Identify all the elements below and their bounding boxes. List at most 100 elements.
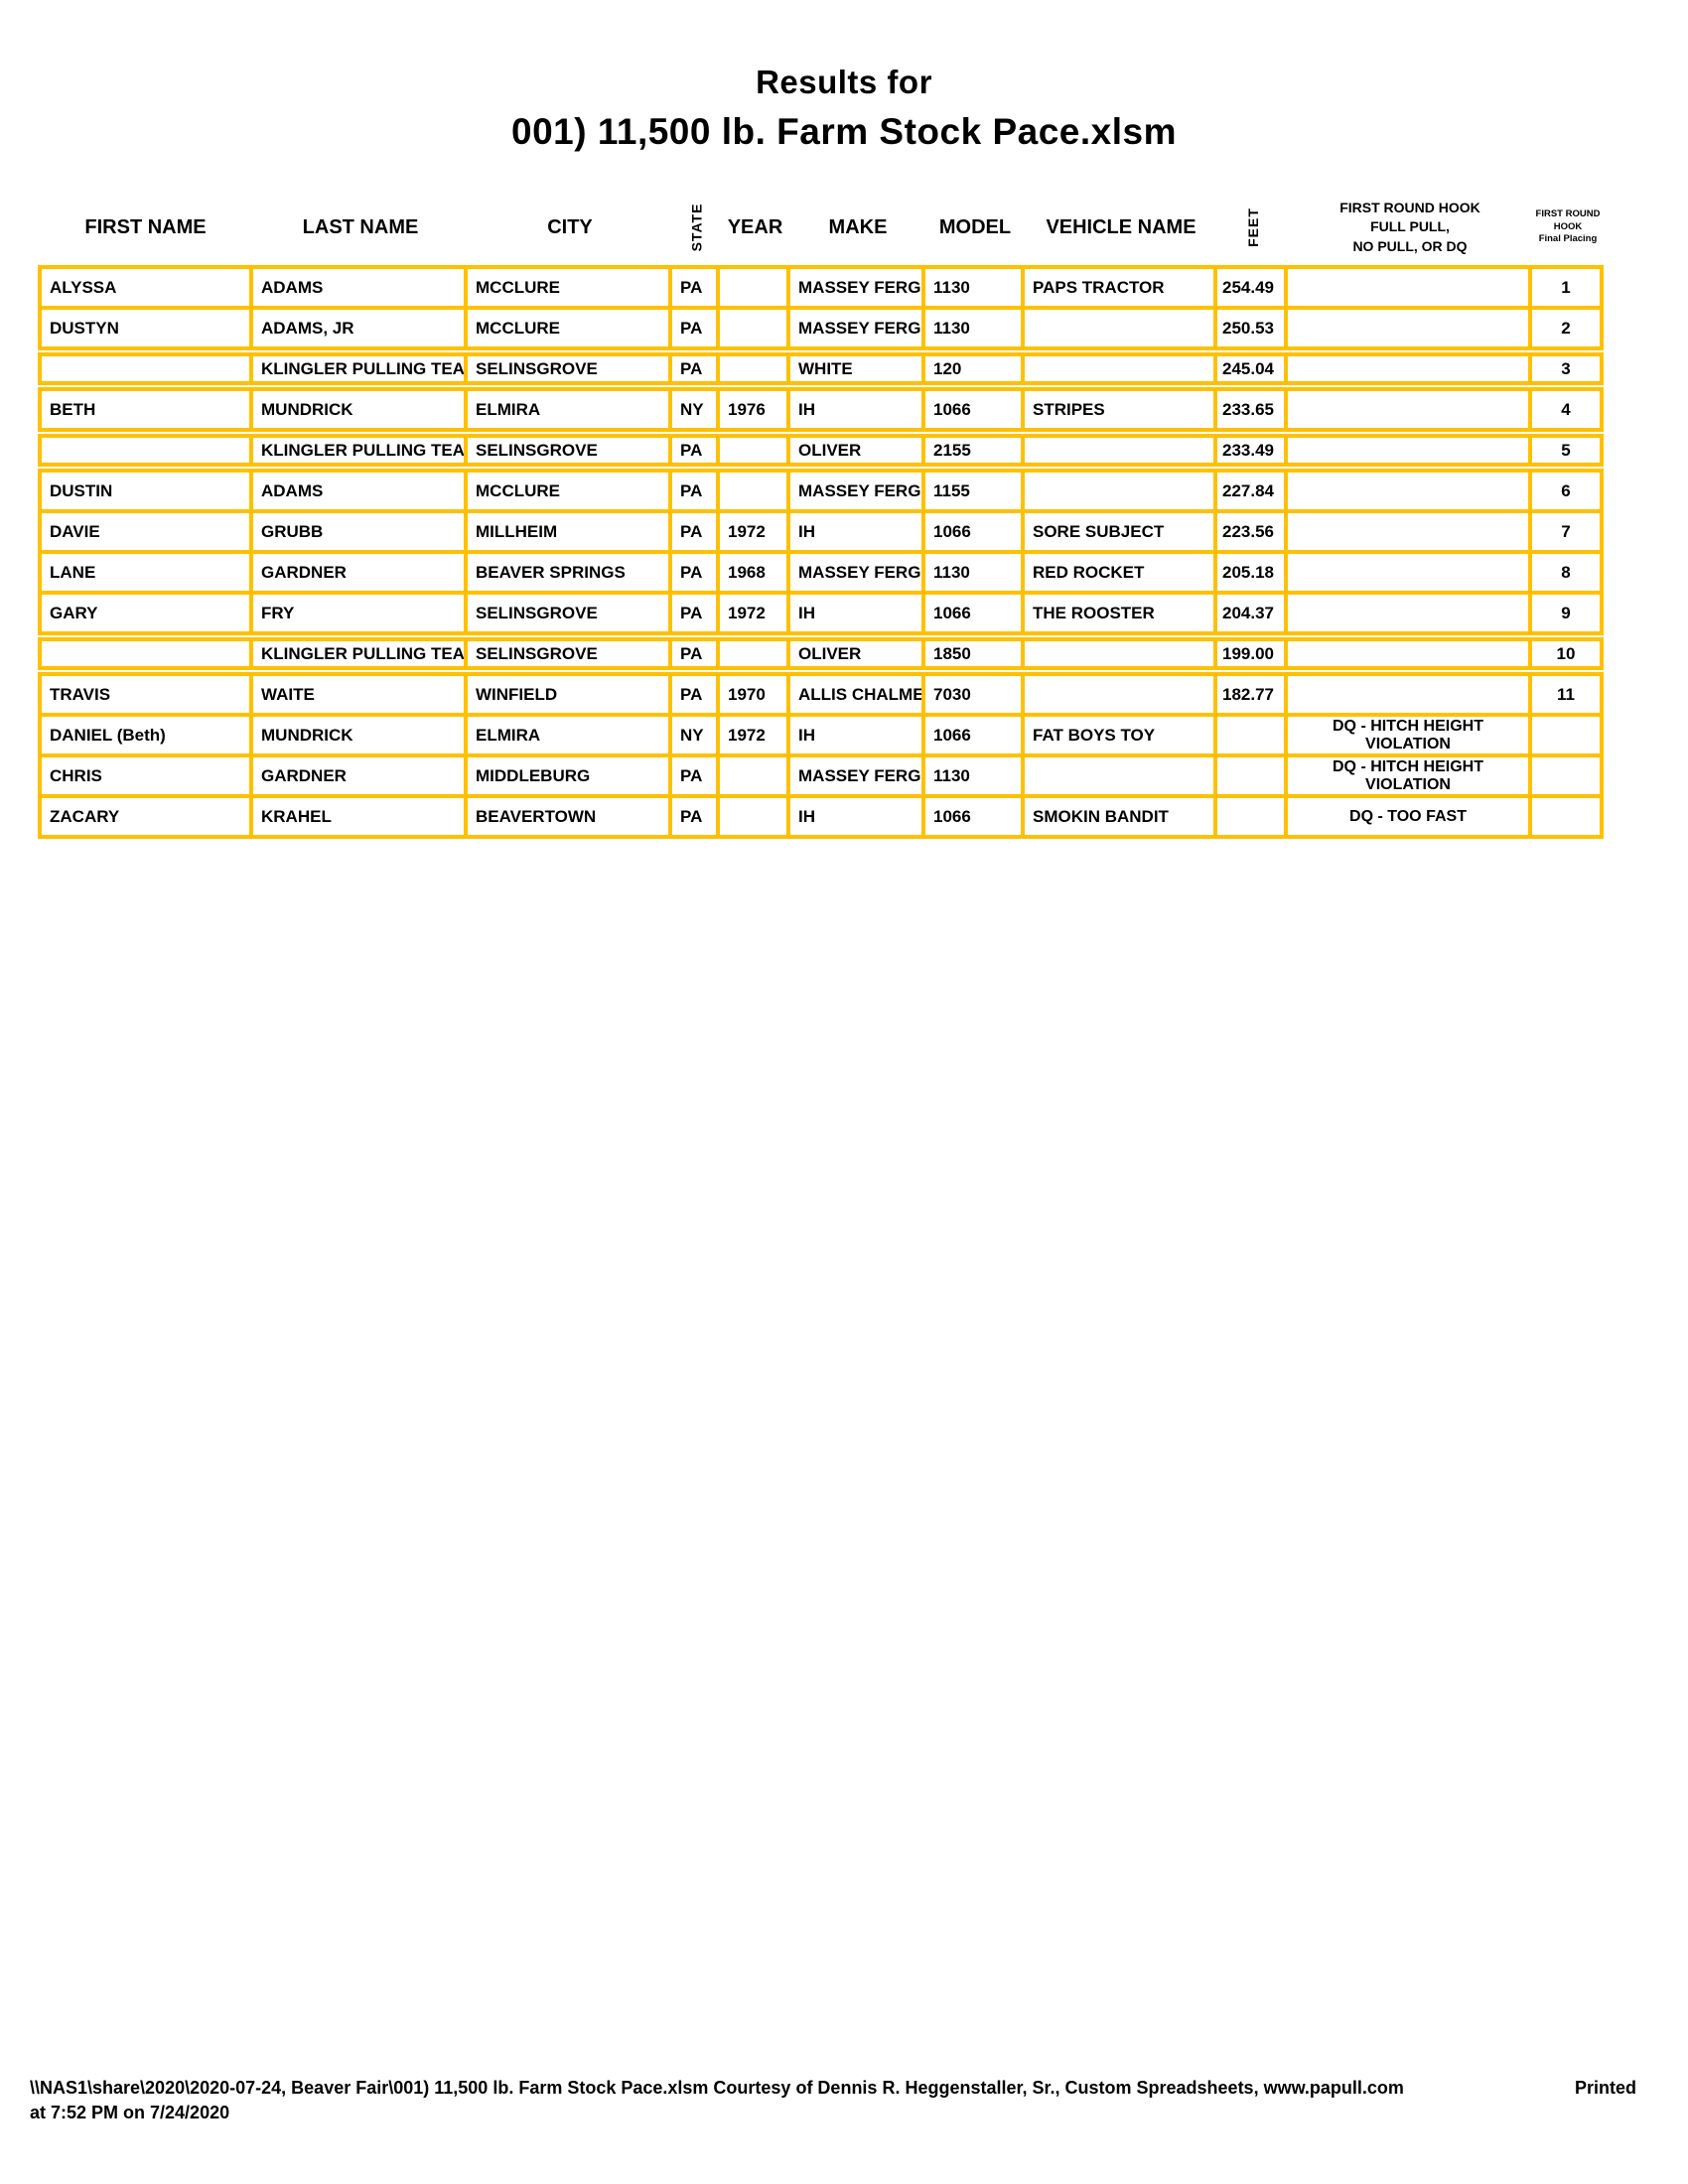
cell-make: MASSEY FERGUS: [790, 473, 925, 509]
cell-model: 1130: [925, 269, 1025, 306]
cell-last-name: ADAMS: [253, 473, 468, 509]
cell-vehicle-name: [1025, 641, 1217, 666]
cell-state: PA: [672, 269, 720, 306]
cell-last-name: GRUBB: [253, 513, 468, 550]
cell-year: 1972: [720, 595, 790, 631]
cell-first-name: LANE: [42, 554, 253, 591]
cell-hook: [1288, 310, 1532, 346]
cell-make: OLIVER: [790, 641, 925, 666]
cell-feet: 233.49: [1217, 438, 1288, 463]
column-header-state: STATE: [672, 192, 720, 263]
cell-feet: 233.65: [1217, 391, 1288, 428]
footer-printed-label: Printed: [1574, 2078, 1636, 2098]
cell-year: 1968: [720, 554, 790, 591]
cell-hook: [1288, 356, 1532, 381]
report-title: Results for 001) 11,500 lb. Farm Stock P…: [0, 64, 1688, 153]
cell-make: OLIVER: [790, 438, 925, 463]
cell-model: 120: [925, 356, 1025, 381]
cell-vehicle-name: FAT BOYS TOY: [1025, 717, 1217, 753]
cell-make: ALLIS CHALMERS: [790, 676, 925, 713]
cell-last-name: FRY: [253, 595, 468, 631]
cell-feet: [1217, 757, 1288, 794]
cell-state: PA: [672, 641, 720, 666]
cell-state: PA: [672, 513, 720, 550]
cell-vehicle-name: [1025, 473, 1217, 509]
cell-city: BEAVER SPRINGS: [468, 554, 672, 591]
cell-placing: 3: [1561, 358, 1571, 378]
table-row: GARY FRY SELINSGROVE PA 1972 IH 1066 THE ROOSTE…: [38, 591, 1604, 635]
column-header-hook: FIRST ROUND HOOK FULL PULL, NO PULL, OR …: [1339, 199, 1480, 254]
cell-state: PA: [672, 356, 720, 381]
cell-feet: 223.56: [1217, 513, 1288, 550]
cell-first-name: ALYSSA: [42, 269, 253, 306]
cell-city: MCCLURE: [468, 310, 672, 346]
cell-feet: [1217, 717, 1288, 753]
cell-state: PA: [672, 310, 720, 346]
cell-feet: 227.84: [1217, 473, 1288, 509]
cell-placing: 2: [1561, 318, 1571, 338]
cell-state: PA: [672, 595, 720, 631]
column-header-vehicle-name: VEHICLE NAME: [1046, 215, 1196, 238]
cell-city: SELINSGROVE: [468, 356, 672, 381]
cell-year: 1976: [720, 391, 790, 428]
cell-city: MCCLURE: [468, 269, 672, 306]
cell-year: [720, 473, 790, 509]
column-header-state-rotated-text: STATE: [688, 203, 704, 252]
cell-placing: 1: [1561, 277, 1571, 297]
column-header-city: CITY: [547, 215, 593, 238]
cell-city: ELMIRA: [468, 391, 672, 428]
cell-hook: [1288, 676, 1532, 713]
cell-placing: 5: [1561, 440, 1571, 460]
cell-vehicle-name: [1025, 757, 1217, 794]
cell-make: MASSEY FERGUS: [790, 269, 925, 306]
cell-last-name: MUNDRICK: [253, 717, 468, 753]
cell-vehicle-name: STRIPES: [1025, 391, 1217, 428]
cell-placing: 4: [1561, 399, 1571, 419]
column-header-last-name: LAST NAME: [302, 215, 419, 238]
cell-first-name: DAVIE: [42, 513, 253, 550]
cell-state: PA: [672, 473, 720, 509]
cell-vehicle-name: RED ROCKET: [1025, 554, 1217, 591]
column-header-feet-rotated-text: FEET: [1244, 207, 1261, 247]
cell-vehicle-name: [1025, 310, 1217, 346]
cell-last-name: GARDNER: [253, 554, 468, 591]
cell-model: 1130: [925, 310, 1025, 346]
table-row: KLINGLER PULLING TEAM SELINSGROVE PA WHITE 1…: [38, 352, 1604, 385]
cell-model: 1066: [925, 513, 1025, 550]
cell-first-name: GARY: [42, 595, 253, 631]
cell-hook: [1288, 269, 1532, 306]
cell-state: PA: [672, 798, 720, 835]
cell-last-name: ADAMS, JR: [253, 310, 468, 346]
cell-vehicle-name: SMOKIN BANDIT: [1025, 798, 1217, 835]
cell-feet: 205.18: [1217, 554, 1288, 591]
column-header-make: MAKE: [828, 215, 888, 238]
cell-hook: DQ - HITCH HEIGHT VIOLATION: [1288, 717, 1532, 753]
cell-year: [720, 798, 790, 835]
cell-make: MASSEY FERGUS: [790, 757, 925, 794]
table-row: KLINGLER PULLING TEAM SELINSGROVE PA OLIVER…: [38, 637, 1604, 670]
cell-feet: 250.53: [1217, 310, 1288, 346]
cell-year: 1970: [720, 676, 790, 713]
cell-last-name: MUNDRICK: [253, 391, 468, 428]
cell-state: PA: [672, 757, 720, 794]
report-title-line2: 001) 11,500 lb. Farm Stock Pace.xlsm: [511, 111, 1177, 152]
cell-hook: [1288, 554, 1532, 591]
cell-make: WHITE: [790, 356, 925, 381]
cell-hook: DQ - TOO FAST: [1288, 798, 1532, 835]
cell-make: IH: [790, 595, 925, 631]
table-row: BETH MUNDRICK ELMIRA NY 1976 IH 1066 STRIPES 233…: [38, 387, 1604, 432]
cell-model: 1850: [925, 641, 1025, 666]
cell-first-name: TRAVIS: [42, 676, 253, 713]
cell-city: ELMIRA: [468, 717, 672, 753]
cell-model: 1066: [925, 798, 1025, 835]
column-header-model: MODEL: [938, 215, 1012, 238]
cell-feet: 182.77: [1217, 676, 1288, 713]
cell-model: 1130: [925, 757, 1025, 794]
footer-line1: \\NAS1\share\2020\2020-07-24, Beaver Fai…: [30, 2076, 1658, 2101]
cell-last-name: WAITE: [253, 676, 468, 713]
